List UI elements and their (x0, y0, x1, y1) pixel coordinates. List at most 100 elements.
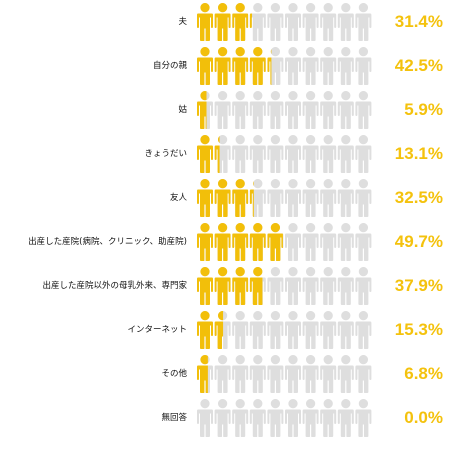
person-icon (302, 223, 319, 261)
person-icon-fill (197, 223, 213, 261)
category-label: インターネット (127, 325, 187, 335)
category-label: 夫 (178, 17, 187, 27)
person-icon (249, 135, 266, 173)
person-icon (249, 223, 266, 261)
person-icon (232, 47, 249, 85)
person-icon (267, 223, 284, 261)
person-icons (197, 179, 372, 217)
person-icon-fill (197, 355, 208, 393)
person-icon-fill (197, 91, 207, 129)
person-icons (197, 3, 372, 41)
person-icon-fill (197, 47, 213, 85)
person-icon (337, 135, 354, 173)
person-icon (232, 399, 249, 437)
person-icon-fill (232, 47, 249, 85)
person-icon (355, 311, 372, 349)
person-icon (267, 399, 284, 437)
person-icon (337, 311, 354, 349)
person-icons (197, 399, 372, 437)
person-icon (337, 355, 354, 393)
person-icon-fill (232, 223, 249, 261)
person-icon-fill (232, 179, 249, 217)
person-icon-fill (214, 136, 220, 173)
person-icon (337, 47, 354, 85)
person-icon (355, 91, 372, 129)
value-label: 0.0% (404, 408, 443, 427)
person-icon (214, 267, 231, 305)
person-icon (302, 267, 319, 305)
person-icons (197, 91, 372, 129)
person-icon (355, 399, 372, 437)
person-icon (232, 3, 249, 41)
chart-row: その他 6.8% (0, 352, 449, 396)
person-icon (320, 223, 337, 261)
person-icon (267, 47, 284, 85)
person-icon (267, 91, 284, 129)
person-icon-fill (197, 311, 213, 349)
person-icon (214, 179, 231, 217)
person-icon (285, 223, 301, 261)
person-icon (320, 91, 337, 129)
person-icon (337, 3, 354, 41)
chart-row: 友人 32.5% (0, 176, 449, 220)
person-icons (197, 223, 372, 261)
person-icon (214, 311, 231, 349)
person-icon-fill (214, 179, 231, 217)
person-icon (285, 355, 301, 393)
person-icon (320, 267, 337, 305)
person-icon-fill (214, 3, 231, 41)
person-icon (285, 179, 301, 217)
value-label: 37.9% (394, 276, 443, 295)
person-icon (214, 135, 231, 173)
category-label: 出産した産院(病院、クリニック、助産院) (28, 237, 187, 247)
person-icon (285, 399, 301, 437)
person-icon (337, 179, 354, 217)
person-icon-fill (249, 13, 253, 28)
person-icon (302, 355, 319, 393)
chart-row: インターネット 15.3% (0, 308, 449, 352)
person-icons (197, 311, 372, 349)
person-icon (214, 3, 231, 41)
person-icon-fill (249, 47, 266, 85)
chart-row: 姑 5.9% (0, 88, 449, 132)
person-icon (232, 135, 249, 173)
person-icon (355, 135, 372, 173)
person-icon (249, 267, 266, 305)
person-icon (197, 223, 213, 261)
person-icon (249, 47, 266, 85)
person-icon (302, 399, 319, 437)
person-icon (232, 311, 249, 349)
person-icon (249, 399, 266, 437)
person-icon-fill (214, 47, 231, 85)
person-icon (197, 355, 213, 393)
person-icon (285, 311, 301, 349)
category-label: 姑 (178, 105, 187, 115)
person-icon (197, 179, 213, 217)
person-icon (285, 91, 301, 129)
chart-row: 出産した産院以外の母乳外来、専門家 37.9% (0, 264, 449, 308)
person-icon (302, 311, 319, 349)
value-label: 49.7% (394, 232, 443, 251)
person-icon (337, 91, 354, 129)
category-label: きょうだい (144, 149, 187, 159)
value-label: 15.3% (394, 320, 443, 339)
person-icon (249, 91, 266, 129)
person-icon (355, 179, 372, 217)
person-icon (337, 223, 354, 261)
person-icon (232, 91, 249, 129)
person-icon (302, 135, 319, 173)
chart-row: 無回答 0.0% (0, 396, 449, 440)
person-icon-fill (214, 267, 231, 305)
person-icon (355, 355, 372, 393)
value-label: 32.5% (394, 188, 443, 207)
person-icon (267, 135, 284, 173)
person-icon (337, 267, 354, 305)
person-icon (232, 179, 249, 217)
person-icon (267, 267, 284, 305)
person-icon (320, 3, 337, 41)
person-icon (232, 267, 249, 305)
person-icon (232, 355, 249, 393)
person-icon (197, 3, 213, 41)
person-icons (197, 267, 372, 305)
